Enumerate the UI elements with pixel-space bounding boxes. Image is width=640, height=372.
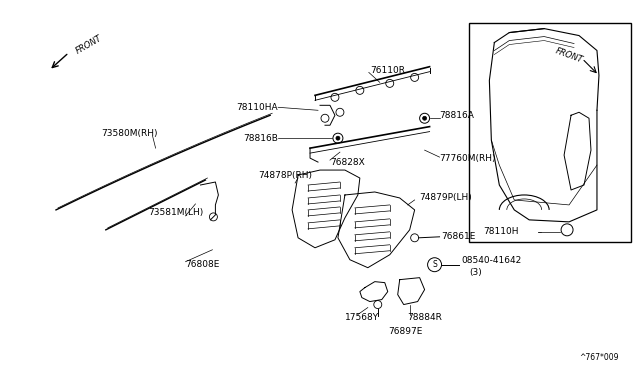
Text: FRONT: FRONT — [74, 33, 103, 56]
Text: 78110HA: 78110HA — [237, 103, 278, 112]
Text: 78110H: 78110H — [483, 227, 519, 236]
Text: FRONT: FRONT — [554, 46, 584, 65]
Text: 74878P(RH): 74878P(RH) — [258, 170, 312, 180]
Text: 74879P(LH): 74879P(LH) — [420, 193, 472, 202]
Text: 73581M(LH): 73581M(LH) — [148, 208, 204, 217]
Text: 78816A: 78816A — [440, 111, 474, 120]
Text: 77760M(RH): 77760M(RH) — [440, 154, 496, 163]
Text: S: S — [432, 260, 437, 269]
Text: (3): (3) — [469, 268, 482, 277]
Text: 08540-41642: 08540-41642 — [461, 256, 522, 265]
Text: 78884R: 78884R — [408, 313, 442, 322]
Text: 73580M(RH): 73580M(RH) — [101, 129, 157, 138]
Circle shape — [336, 136, 340, 140]
Text: 76861E: 76861E — [442, 232, 476, 241]
Text: 78816B: 78816B — [243, 134, 278, 143]
Bar — [469, 23, 631, 242]
Text: 76897E: 76897E — [388, 327, 422, 336]
Text: 76828X: 76828X — [330, 158, 365, 167]
Text: 76110R: 76110R — [370, 66, 405, 75]
Circle shape — [422, 116, 427, 120]
Text: 17568Y: 17568Y — [345, 313, 379, 322]
Text: ^767*009: ^767*009 — [579, 353, 619, 362]
Text: 76808E: 76808E — [186, 260, 220, 269]
